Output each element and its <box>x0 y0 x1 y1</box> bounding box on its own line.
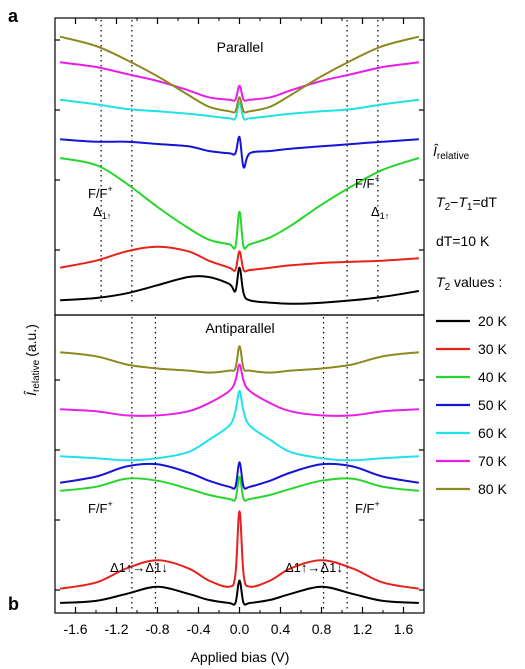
transition-label-left: Δ1↑→Δ1↓ <box>110 560 168 575</box>
ff-label-right-a: F/F+ <box>355 174 380 191</box>
x-tick-label: 0.4 <box>271 621 291 637</box>
series-line-b-30k <box>59 510 420 590</box>
panel-a-title: Parallel <box>217 39 264 55</box>
series-line-b-40k <box>60 475 419 502</box>
series-line-a-40k <box>59 157 420 250</box>
side-t-equation: T2−T1=dT <box>436 194 497 213</box>
series-line-b-60k <box>60 390 419 462</box>
series-line-a-30k <box>59 245 419 273</box>
side-dt-value: dT=10 K <box>436 233 490 249</box>
x-tick-label: 0.0 <box>230 621 250 637</box>
legend-label: 70 K <box>478 453 507 469</box>
delta-label-left: Δ1↑ <box>93 204 111 221</box>
x-tick-label: 1.2 <box>353 621 373 637</box>
side-t2-values: T2 values : <box>436 274 502 293</box>
x-tick-label: -1.6 <box>63 621 87 637</box>
x-tick-label: 0.8 <box>312 621 332 637</box>
x-tick-label: -1.2 <box>104 621 128 637</box>
series-line-b-50k <box>59 461 420 490</box>
series-line-a-70k <box>59 61 420 102</box>
series-line-b-80k <box>59 345 420 374</box>
y-axis-label: Îrelative(a.u.) <box>23 324 42 396</box>
panel-b-title: Antiparallel <box>205 320 274 336</box>
x-tick-label: 1.6 <box>394 621 414 637</box>
legend-label: 60 K <box>478 425 507 441</box>
legend-label: 40 K <box>478 369 507 385</box>
ff-label-right-b: F/F+ <box>355 499 380 516</box>
panel-b-label: b <box>8 594 19 614</box>
series-line-b-20k <box>60 579 419 606</box>
legend-label: 50 K <box>478 397 507 413</box>
transition-label-right: Δ1↑→Δ1↓ <box>285 560 343 575</box>
x-axis-label: Applied bias (V) <box>191 649 290 665</box>
legend-label: 30 K <box>478 341 507 357</box>
x-tick-label: -0.8 <box>145 621 169 637</box>
series-line-a-60k <box>59 98 420 121</box>
x-tick-label: -0.4 <box>186 621 210 637</box>
series-line-b-70k <box>60 363 419 417</box>
delta-label-right: Δ1↑ <box>371 204 389 221</box>
series-line-a-50k <box>60 135 419 169</box>
series-line-a-80k <box>59 35 420 114</box>
ff-label-left-a: F/F+ <box>88 184 113 201</box>
series-line-a-20k <box>60 266 420 305</box>
side-i-relative: Îrelative <box>433 143 470 162</box>
ff-label-left-b: F/F+ <box>88 499 113 516</box>
legend-label: 20 K <box>478 313 507 329</box>
legend-label: 80 K <box>478 481 507 497</box>
panel-a-label: a <box>8 6 19 26</box>
legend: 20 K 30 K 40 K 50 K 60 K 70 K 80 K <box>436 313 507 497</box>
